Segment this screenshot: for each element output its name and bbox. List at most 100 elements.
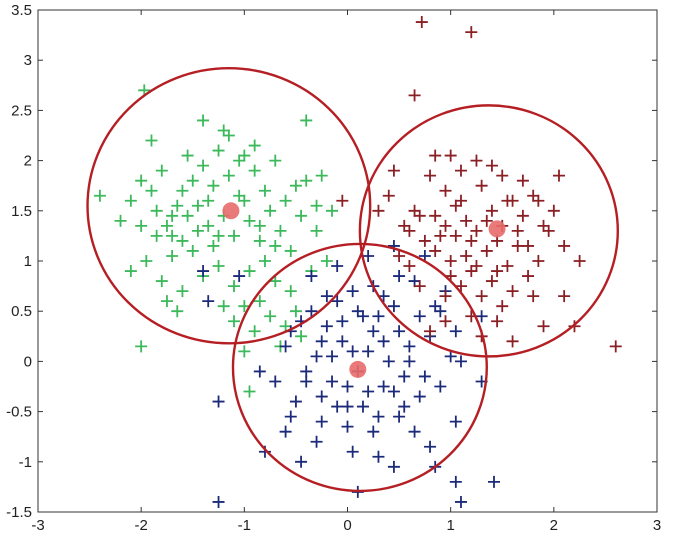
data-point bbox=[346, 345, 359, 358]
data-point bbox=[382, 355, 395, 368]
data-point bbox=[418, 370, 431, 383]
data-point bbox=[248, 164, 261, 177]
data-point bbox=[485, 159, 498, 172]
plot-area bbox=[37, 9, 658, 513]
data-point bbox=[289, 305, 302, 318]
data-point bbox=[516, 209, 529, 222]
data-point bbox=[444, 255, 457, 267]
data-point bbox=[465, 26, 478, 39]
data-point bbox=[202, 219, 215, 232]
data-point bbox=[516, 174, 529, 187]
data-point bbox=[228, 229, 241, 242]
data-point bbox=[413, 390, 426, 403]
data-point bbox=[434, 229, 447, 242]
x-tick-label: -2 bbox=[134, 517, 147, 534]
data-point bbox=[269, 375, 282, 388]
data-point bbox=[454, 355, 467, 368]
centroid-marker bbox=[222, 202, 240, 220]
y-tick-label: -1 bbox=[19, 454, 32, 471]
data-point bbox=[284, 410, 297, 423]
data-point bbox=[439, 219, 452, 232]
data-point bbox=[439, 184, 452, 197]
cluster-centroids-layer bbox=[222, 202, 506, 378]
data-point bbox=[331, 400, 344, 413]
data-point bbox=[346, 285, 359, 298]
data-point bbox=[135, 174, 148, 187]
data-point bbox=[336, 335, 349, 348]
data-point bbox=[166, 249, 179, 262]
data-point bbox=[176, 285, 189, 298]
data-point bbox=[191, 199, 204, 212]
data-point bbox=[449, 475, 462, 488]
data-point bbox=[212, 395, 225, 408]
data-point bbox=[253, 234, 266, 247]
data-point bbox=[300, 114, 313, 127]
data-point bbox=[166, 209, 179, 222]
data-point bbox=[470, 224, 483, 237]
data-point bbox=[326, 350, 339, 363]
data-point bbox=[197, 265, 210, 278]
data-point bbox=[393, 270, 406, 283]
data-point bbox=[413, 209, 426, 222]
x-tick-label: 0 bbox=[343, 517, 351, 534]
data-point bbox=[341, 420, 354, 433]
data-point bbox=[176, 184, 189, 197]
data-point bbox=[93, 189, 106, 202]
data-point bbox=[485, 204, 498, 217]
y-tick-label: 0.5 bbox=[11, 303, 32, 320]
data-point bbox=[181, 149, 194, 162]
data-point bbox=[315, 415, 328, 428]
data-point bbox=[408, 275, 421, 288]
data-point bbox=[429, 149, 442, 162]
data-point bbox=[233, 189, 246, 202]
data-point bbox=[155, 275, 168, 288]
cluster-circle bbox=[358, 104, 619, 358]
data-point bbox=[150, 229, 163, 242]
data-point bbox=[284, 285, 297, 298]
data-point bbox=[506, 285, 519, 298]
data-point bbox=[487, 475, 500, 488]
data-point bbox=[387, 300, 400, 313]
y-tick-label: 2.5 bbox=[11, 102, 32, 119]
data-point bbox=[527, 189, 540, 202]
data-point bbox=[315, 390, 328, 403]
data-point bbox=[362, 385, 375, 398]
data-point bbox=[532, 194, 545, 207]
data-point bbox=[465, 265, 478, 278]
data-point bbox=[171, 305, 184, 318]
data-point bbox=[485, 275, 498, 288]
data-point bbox=[279, 320, 292, 333]
data-point bbox=[336, 194, 349, 207]
data-point bbox=[475, 179, 488, 192]
data-point bbox=[124, 194, 137, 207]
data-point bbox=[573, 255, 586, 267]
data-point bbox=[470, 260, 483, 273]
data-point bbox=[387, 164, 400, 177]
scatter-series-layer bbox=[93, 16, 622, 508]
data-point bbox=[537, 219, 550, 232]
data-point bbox=[413, 280, 426, 293]
data-point bbox=[197, 159, 210, 172]
data-point bbox=[310, 199, 323, 212]
data-point bbox=[424, 440, 437, 453]
data-point bbox=[253, 219, 266, 232]
data-point bbox=[191, 224, 204, 237]
data-point bbox=[434, 380, 447, 393]
data-point bbox=[140, 255, 153, 267]
data-point bbox=[228, 315, 241, 328]
data-point bbox=[315, 335, 328, 348]
data-point bbox=[264, 310, 277, 323]
data-point bbox=[444, 149, 457, 162]
data-point bbox=[480, 244, 493, 257]
data-point bbox=[207, 179, 220, 192]
data-point bbox=[356, 400, 369, 413]
data-point bbox=[160, 219, 173, 232]
data-point bbox=[253, 365, 266, 378]
data-point bbox=[269, 275, 282, 288]
data-point bbox=[305, 270, 318, 283]
data-point bbox=[367, 425, 380, 438]
data-point bbox=[310, 224, 323, 237]
data-point bbox=[491, 265, 504, 278]
data-point bbox=[372, 204, 385, 217]
data-point bbox=[362, 249, 375, 262]
